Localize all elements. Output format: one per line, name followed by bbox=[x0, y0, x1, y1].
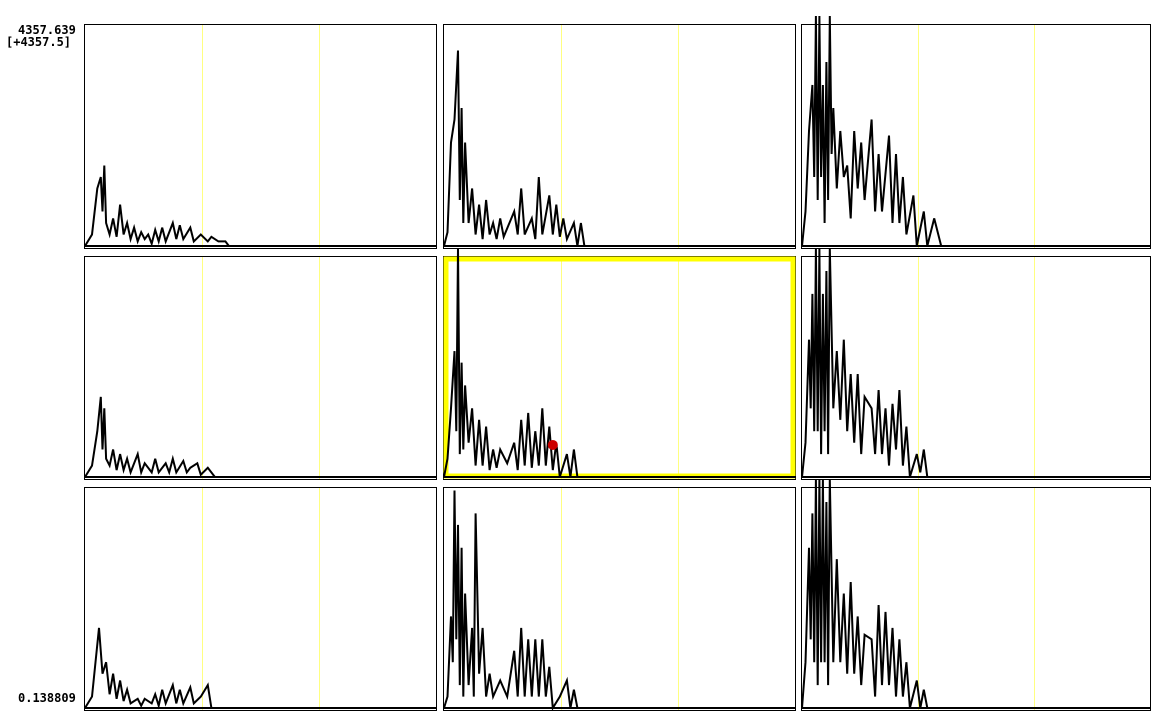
panel-frame bbox=[801, 24, 1151, 249]
spectrum-trace bbox=[84, 165, 436, 248]
panel-r2-c0[interactable] bbox=[84, 487, 437, 711]
spectrum-trace bbox=[443, 248, 795, 478]
panel-frame bbox=[443, 256, 796, 480]
panel-frame bbox=[801, 487, 1151, 711]
panel-r0-c1[interactable] bbox=[443, 24, 796, 249]
y-scale-max-bracket-label: [+4357.5] bbox=[6, 35, 72, 49]
panel-frame bbox=[801, 256, 1151, 480]
panel-frame bbox=[84, 24, 437, 249]
panel-r1-c0[interactable] bbox=[84, 256, 437, 480]
panel-frame bbox=[443, 24, 796, 249]
y-scale-max-label: 4357.639 bbox=[18, 23, 76, 37]
cursor-marker-dot bbox=[547, 439, 558, 450]
panel-r2-c1[interactable] bbox=[443, 487, 796, 711]
panel-r1-c1[interactable] bbox=[443, 248, 796, 480]
panel-r0-c0[interactable] bbox=[84, 24, 437, 249]
spectrum-trace bbox=[84, 627, 436, 710]
spectrum-trace bbox=[84, 396, 436, 478]
spectrum-trace bbox=[801, 248, 1150, 478]
spectrum-trace bbox=[443, 50, 795, 247]
panel-r0-c2[interactable] bbox=[801, 15, 1151, 249]
panel-r2-c2[interactable] bbox=[801, 479, 1151, 711]
panel-r1-c2[interactable] bbox=[801, 248, 1151, 480]
spectrum-trace bbox=[801, 15, 1150, 247]
panel-frame bbox=[443, 487, 796, 711]
panel-frame bbox=[84, 487, 437, 711]
spectrum-trace bbox=[443, 490, 795, 711]
spectrum-trace bbox=[801, 479, 1150, 709]
y-scale-min-label: 0.138809 bbox=[18, 691, 76, 705]
panel-frame bbox=[84, 256, 437, 480]
